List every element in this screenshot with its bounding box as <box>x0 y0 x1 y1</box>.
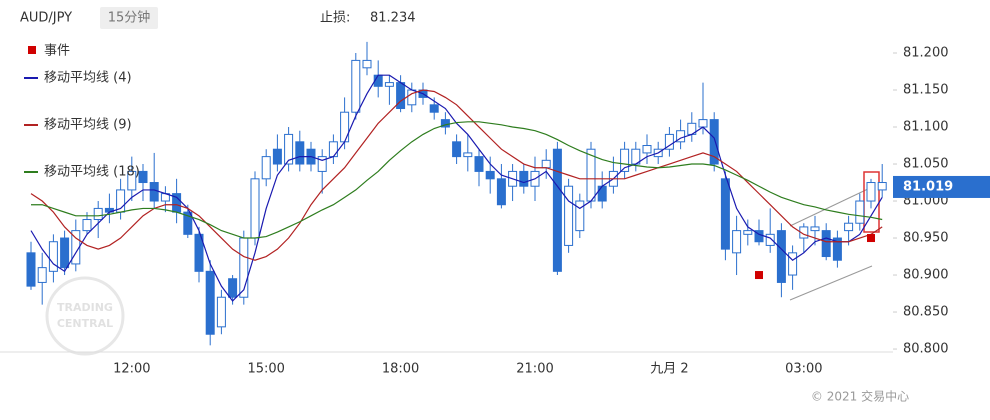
candle-body <box>362 59 372 69</box>
candle-body <box>384 82 394 87</box>
candle-body <box>82 219 92 232</box>
candle-body <box>48 241 58 272</box>
y-tick-label: 80.800 <box>903 342 949 357</box>
candle-body <box>496 178 506 206</box>
candle-body <box>452 141 462 158</box>
candle-body <box>474 156 484 172</box>
legend-label: 移动平均线 (4) <box>44 71 132 86</box>
event-marker <box>755 271 763 280</box>
event-marker <box>867 234 875 243</box>
candle-body <box>272 148 282 165</box>
candle-body <box>37 267 47 283</box>
trend-line <box>789 265 873 301</box>
legend-label: 移动平均线 (18) <box>44 165 140 180</box>
x-tick-label: 18:00 <box>382 362 419 377</box>
timeframe: 15分钟 <box>108 10 151 26</box>
candle-body <box>440 119 450 128</box>
watermark-text: CENTRAL <box>57 317 113 330</box>
candle-body <box>149 182 159 202</box>
candle-body <box>317 156 327 172</box>
candle-body <box>552 148 562 272</box>
ma-line <box>31 121 883 239</box>
trend-line <box>789 187 871 227</box>
timeframe-box <box>100 7 158 29</box>
candle-body <box>664 133 674 150</box>
candle-body <box>877 182 887 191</box>
candle-body <box>261 156 271 180</box>
ma-line <box>30 74 883 302</box>
y-tick-label: 80.900 <box>903 268 949 283</box>
stop-loss-value: 81.234 <box>370 11 416 26</box>
candle-body <box>765 233 775 246</box>
candle-body <box>844 222 854 232</box>
copyright: © 2021 交易中心 <box>811 389 909 404</box>
y-tick-label: 81.100 <box>903 120 949 135</box>
candle-body <box>720 178 730 250</box>
candle-body <box>866 182 876 202</box>
legend-label: 移动平均线 (9) <box>44 118 132 133</box>
y-tick-label: 81.200 <box>903 46 949 61</box>
watermark-ring <box>45 276 125 356</box>
candle-body <box>127 170 137 191</box>
candle-body <box>597 185 607 202</box>
candle-body <box>586 148 596 202</box>
last-price-label: 81.019 <box>903 179 953 194</box>
candle-body <box>328 141 338 158</box>
y-tick-label: 80.950 <box>903 231 949 246</box>
candle-body <box>743 230 753 235</box>
candle-body <box>26 252 36 287</box>
candle-body <box>620 148 630 172</box>
candle-body <box>216 296 226 328</box>
legend-swatch <box>28 46 36 54</box>
candle-body <box>575 200 585 232</box>
x-tick-label: 21:00 <box>516 362 553 377</box>
candle-body <box>194 233 204 272</box>
candle-body <box>832 237 842 261</box>
candle-body <box>855 200 865 224</box>
candle-body <box>205 270 215 335</box>
candle-body <box>799 226 809 239</box>
candle-body <box>429 104 439 113</box>
candle-body <box>351 59 361 113</box>
candle-body <box>250 178 260 239</box>
last-price-box <box>893 175 990 198</box>
candle-body <box>732 230 742 254</box>
y-tick-label: 81.150 <box>903 83 949 98</box>
candle-body <box>295 141 305 165</box>
chart-title: AUD/JPY <box>20 11 72 26</box>
candle-body <box>485 170 495 180</box>
y-tick-label: 81.050 <box>903 157 949 172</box>
x-tick-label: 03:00 <box>785 362 822 377</box>
candle-body <box>810 226 820 232</box>
x-tick-label: 12:00 <box>113 362 150 377</box>
candle-body <box>463 152 473 158</box>
x-tick-label: 九月 2 <box>650 362 688 377</box>
candle-body <box>519 170 529 187</box>
candle-body <box>788 252 798 276</box>
candle-body <box>698 119 708 128</box>
candle-body <box>709 119 719 165</box>
stop-loss-label: 止损: <box>320 11 350 26</box>
legend-label: 事件 <box>44 44 70 59</box>
watermark: TRADING CENTRAL <box>45 276 125 356</box>
candle-body <box>776 230 786 283</box>
candle-body <box>564 185 574 246</box>
ma-line <box>30 89 883 261</box>
candle-body <box>284 133 294 165</box>
x-tick-label: 15:00 <box>247 362 284 377</box>
candle-body <box>642 145 652 154</box>
candle-body <box>541 159 551 169</box>
candle-body <box>183 211 193 235</box>
candle-body <box>60 237 70 269</box>
y-tick-label: 80.850 <box>903 305 949 320</box>
candle-body <box>93 207 103 221</box>
candle-body <box>228 278 238 298</box>
candle-body <box>821 230 831 258</box>
candle-body <box>340 111 350 143</box>
candle-body <box>138 170 148 184</box>
watermark-text: TRADING <box>57 301 113 314</box>
